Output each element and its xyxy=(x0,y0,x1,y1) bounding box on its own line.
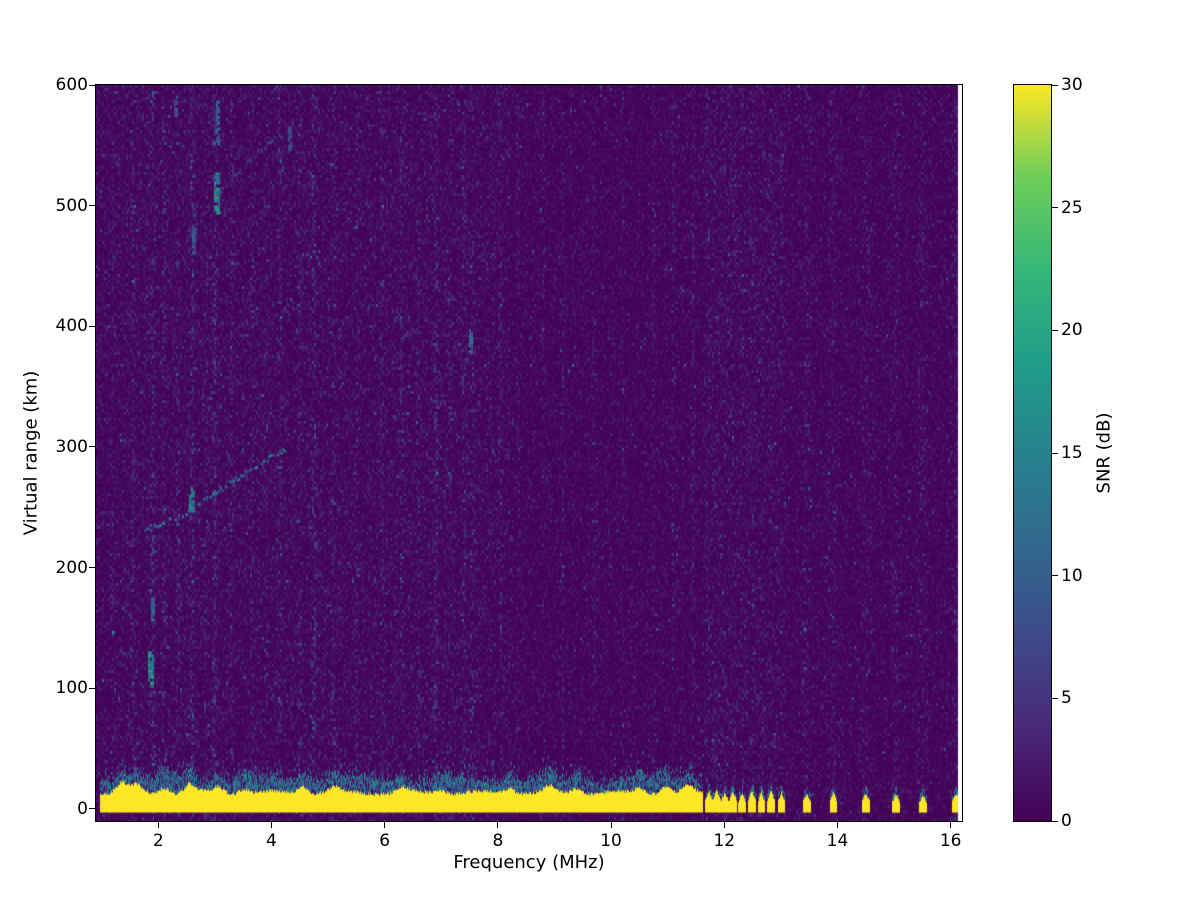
colorbar-tick-label: 25 xyxy=(1061,197,1083,218)
colorbar-tick-label: 5 xyxy=(1061,688,1072,709)
x-axis-label: Frequency (MHz) xyxy=(453,852,605,873)
y-tick-label: 200 xyxy=(55,557,88,578)
x-tick xyxy=(610,822,612,828)
y-tick xyxy=(89,567,95,569)
colorbar xyxy=(1013,84,1052,822)
x-tick xyxy=(950,822,952,828)
x-tick-label: 10 xyxy=(600,831,622,851)
y-tick xyxy=(89,687,95,689)
colorbar-tick xyxy=(1052,575,1058,577)
x-tick xyxy=(384,822,386,828)
y-tick-label: 0 xyxy=(77,798,88,819)
colorbar-tick-label: 15 xyxy=(1061,443,1083,463)
y-tick-label: 500 xyxy=(55,195,88,216)
y-tick-label: 100 xyxy=(55,678,88,699)
colorbar-label: SNR (dB) xyxy=(1093,412,1115,494)
y-tick xyxy=(89,205,95,207)
colorbar-tick-label: 10 xyxy=(1061,565,1083,586)
colorbar-tick xyxy=(1052,329,1058,331)
x-tick-label: 4 xyxy=(266,831,277,851)
colorbar-tick xyxy=(1052,697,1058,699)
y-tick xyxy=(89,325,95,327)
x-tick-label: 6 xyxy=(379,831,391,851)
colorbar-tick xyxy=(1052,84,1058,86)
colorbar-tick-label: 30 xyxy=(1061,75,1083,95)
x-tick xyxy=(497,822,499,828)
x-tick-label: 8 xyxy=(492,831,504,851)
colorbar-tick xyxy=(1052,207,1058,209)
x-tick xyxy=(270,822,272,828)
y-tick-label: 400 xyxy=(55,316,88,337)
colorbar-tick-label: 20 xyxy=(1061,320,1083,341)
x-tick-label: 12 xyxy=(713,831,736,851)
ionogram-heatmap-canvas xyxy=(96,85,962,821)
colorbar-tick xyxy=(1052,820,1058,822)
x-tick-label: 14 xyxy=(826,831,849,851)
x-tick xyxy=(723,822,725,828)
colorbar-tick-label: 0 xyxy=(1061,811,1072,831)
x-tick-label: 16 xyxy=(939,831,962,851)
y-tick xyxy=(89,446,95,448)
x-tick xyxy=(836,822,838,828)
colorbar-tick xyxy=(1052,452,1058,454)
y-tick xyxy=(89,84,95,86)
plot-area xyxy=(95,84,963,822)
x-tick-label: 2 xyxy=(152,831,164,851)
x-tick xyxy=(157,822,159,828)
y-tick xyxy=(89,808,95,810)
y-tick-label: 300 xyxy=(55,436,88,457)
y-tick-label: 600 xyxy=(55,75,88,95)
